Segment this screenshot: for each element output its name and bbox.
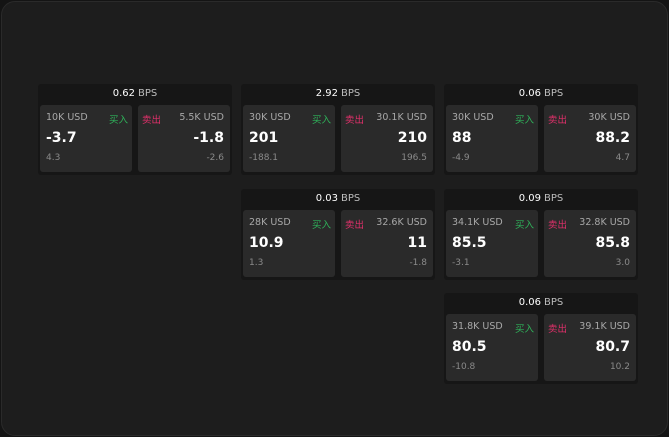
price: 201 (249, 130, 279, 146)
spread-header: 0.09 BPS (444, 189, 638, 209)
price: 88.2 (595, 130, 630, 146)
quantity: 30K USD (452, 112, 494, 123)
buy-card[interactable]: 34.1K USD 买入 85.5 -3.1 (446, 210, 538, 277)
sell-label: 卖出 (345, 115, 365, 126)
spread-header: 0.06 BPS (444, 84, 638, 104)
price: 85.8 (595, 235, 630, 251)
spread-header: 0.03 BPS (241, 189, 435, 209)
sell-label: 卖出 (142, 115, 162, 126)
buy-card[interactable]: 10K USD 买入 -3.7 4.3 (40, 105, 132, 172)
sell-card[interactable]: 32.6K USD 卖出 11 -1.8 (341, 210, 433, 277)
change: 3.0 (615, 258, 630, 268)
sell-card[interactable]: 32.8K USD 卖出 85.8 3.0 (544, 210, 636, 277)
quantity: 34.1K USD (452, 217, 503, 228)
quantity: 31.8K USD (452, 321, 503, 332)
quote-panel: 0.06 BPS 31.8K USD 买入 80.5 -10.8 39.1K US… (444, 293, 638, 384)
sell-label: 卖出 (548, 220, 568, 231)
quote-panel: 0.62 BPS 10K USD 买入 -3.7 4.3 5.5K USD 卖出 … (38, 84, 232, 175)
buy-card[interactable]: 31.8K USD 买入 80.5 -10.8 (446, 314, 538, 381)
spread-header: 0.06 BPS (444, 293, 638, 313)
quantity: 32.6K USD (376, 217, 427, 228)
spread-header: 0.62 BPS (38, 84, 232, 104)
sell-card[interactable]: 5.5K USD 卖出 -1.8 -2.6 (138, 105, 230, 172)
quote-panel: 0.03 BPS 28K USD 买入 10.9 1.3 32.6K USD 卖出… (241, 189, 435, 280)
quantity: 30K USD (588, 112, 630, 123)
spread-value: 0.06 (518, 297, 541, 308)
buy-label: 买入 (311, 115, 331, 126)
price: 11 (407, 235, 427, 251)
price: 80.5 (452, 339, 487, 355)
buy-card[interactable]: 30K USD 买入 201 -188.1 (243, 105, 335, 172)
buy-label: 买入 (311, 220, 331, 231)
quantity: 32.8K USD (579, 217, 630, 228)
quote-panel: 2.92 BPS 30K USD 买入 201 -188.1 30.1K USD … (241, 84, 435, 175)
change: 1.3 (249, 258, 264, 268)
spread-value: 0.62 (112, 88, 135, 99)
sell-card[interactable]: 30.1K USD 卖出 210 196.5 (341, 105, 433, 172)
quantity: 39.1K USD (579, 321, 630, 332)
spread-unit: BPS (341, 193, 361, 204)
buy-label: 买入 (514, 324, 534, 335)
change: 196.5 (401, 153, 427, 163)
quote-panel: 0.06 BPS 30K USD 买入 88 -4.9 30K USD 卖出 88… (444, 84, 638, 175)
spread-unit: BPS (341, 88, 361, 99)
quantity: 10K USD (46, 112, 88, 123)
spread-value: 0.09 (518, 193, 541, 204)
sell-card[interactable]: 30K USD 卖出 88.2 4.7 (544, 105, 636, 172)
change: -10.8 (452, 362, 476, 372)
change: -2.6 (206, 153, 224, 163)
change: -1.8 (409, 258, 427, 268)
quantity: 30.1K USD (376, 112, 427, 123)
sell-label: 卖出 (548, 115, 568, 126)
quantity: 5.5K USD (179, 112, 224, 123)
quote-panel: 0.09 BPS 34.1K USD 买入 85.5 -3.1 32.8K USD… (444, 189, 638, 280)
spread-header: 2.92 BPS (241, 84, 435, 104)
sell-label: 卖出 (548, 324, 568, 335)
price: 80.7 (595, 339, 630, 355)
quantity: 28K USD (249, 217, 291, 228)
buy-label: 买入 (108, 115, 128, 126)
change: -188.1 (249, 153, 279, 163)
price: 210 (397, 130, 427, 146)
buy-card[interactable]: 28K USD 买入 10.9 1.3 (243, 210, 335, 277)
change: 4.7 (615, 153, 630, 163)
spread-value: 0.03 (315, 193, 338, 204)
quantity: 30K USD (249, 112, 291, 123)
price: 10.9 (249, 235, 284, 251)
change: -3.1 (452, 258, 470, 268)
spread-value: 2.92 (315, 88, 338, 99)
spread-unit: BPS (544, 193, 564, 204)
change: 10.2 (609, 362, 630, 372)
price: 85.5 (452, 235, 487, 251)
change: -4.9 (452, 153, 470, 163)
sell-label: 卖出 (345, 220, 365, 231)
price: -1.8 (193, 130, 224, 146)
price: 88 (452, 130, 472, 146)
change: 4.3 (46, 153, 61, 163)
buy-label: 买入 (514, 115, 534, 126)
spread-unit: BPS (138, 88, 158, 99)
spread-unit: BPS (544, 297, 564, 308)
spread-unit: BPS (544, 88, 564, 99)
buy-card[interactable]: 30K USD 买入 88 -4.9 (446, 105, 538, 172)
buy-label: 买入 (514, 220, 534, 231)
price: -3.7 (46, 130, 77, 146)
sell-card[interactable]: 39.1K USD 卖出 80.7 10.2 (544, 314, 636, 381)
spread-value: 0.06 (518, 88, 541, 99)
